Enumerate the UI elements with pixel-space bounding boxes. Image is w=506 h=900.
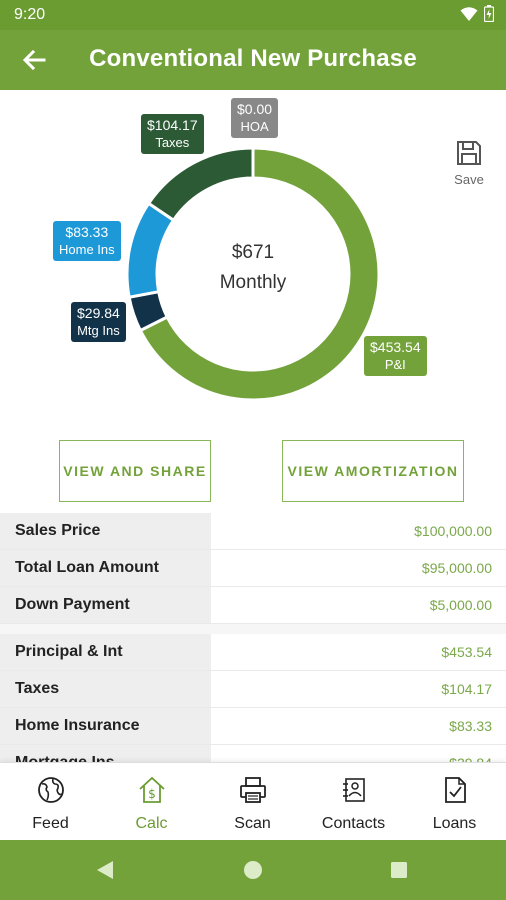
home-circle-icon[interactable]	[242, 859, 264, 881]
donut-slice-home-ins	[125, 201, 176, 299]
tag-mtg-ins-label: Mtg Ins	[77, 323, 120, 338]
battery-icon	[484, 5, 494, 22]
tag-home-ins: $83.33 Home Ins	[53, 221, 121, 261]
row-label: Total Loan Amount	[0, 550, 211, 586]
tag-pi-value: $453.54	[370, 339, 421, 355]
row-label: Sales Price	[0, 513, 211, 549]
nav-scan[interactable]: Scan	[202, 763, 303, 841]
chart-center-value: $671	[231, 242, 275, 263]
donut-slice-p-i	[138, 146, 381, 402]
tag-taxes-label: Taxes	[155, 135, 190, 150]
tag-mtg-ins-value: $29.84	[77, 305, 120, 321]
chart-center-label: Monthly	[219, 272, 287, 293]
table-row: Taxes $104.17	[0, 671, 506, 708]
row-label: Down Payment	[0, 587, 211, 623]
tag-pi-label: P&I	[384, 357, 406, 372]
nav-label: Contacts	[321, 815, 386, 832]
system-navigation-bar	[0, 840, 506, 900]
printer-icon	[239, 777, 266, 803]
table-divider	[0, 624, 506, 634]
row-label: Principal & Int	[0, 634, 211, 670]
svg-text:$: $	[148, 787, 156, 801]
loan-summary-table: Sales Price $100,000.00 Total Loan Amoun…	[0, 513, 506, 782]
status-icons	[460, 5, 494, 22]
save-label: Save	[454, 172, 484, 187]
nav-calc[interactable]: $ Calc	[101, 763, 202, 841]
payment-chart: $671 Monthly $0.00 HOA $104.17 Taxes $83…	[0, 90, 506, 430]
row-value: $104.17	[441, 681, 492, 697]
donut-chart	[125, 146, 381, 402]
table-row: Total Loan Amount $95,000.00	[0, 550, 506, 587]
nav-contacts[interactable]: Contacts	[303, 763, 404, 841]
status-bar: 9:20	[0, 0, 506, 30]
tag-taxes: $104.17 Taxes	[141, 114, 204, 154]
nav-label: Scan	[234, 815, 271, 832]
table-row: Principal & Int $453.54	[0, 634, 506, 671]
tag-mtg-ins: $29.84 Mtg Ins	[71, 302, 126, 342]
wifi-icon	[460, 6, 478, 21]
nav-loans[interactable]: Loans	[404, 763, 505, 841]
globe-icon	[37, 777, 64, 803]
row-label: Home Insurance	[0, 708, 211, 744]
nav-label: Feed	[32, 815, 69, 832]
tag-hoa: $0.00 HOA	[231, 98, 279, 138]
save-button[interactable]: Save	[448, 140, 490, 187]
view-amortization-button[interactable]: VIEW AMORTIZATION	[282, 440, 464, 502]
status-time: 9:20	[14, 6, 46, 23]
contacts-icon	[342, 778, 365, 802]
tag-hoa-label: HOA	[240, 119, 269, 134]
tag-home-ins-label: Home Ins	[59, 242, 115, 257]
tag-hoa-value: $0.00	[237, 101, 273, 117]
app-bar: Conventional New Purchase	[0, 30, 506, 90]
recents-square-icon[interactable]	[390, 861, 408, 879]
view-and-share-button[interactable]: VIEW AND SHARE	[59, 440, 211, 502]
save-icon	[457, 141, 481, 165]
home-dollar-icon: $	[138, 776, 165, 803]
document-check-icon	[444, 777, 466, 803]
tag-pi: $453.54 P&I	[364, 336, 427, 376]
row-label: Taxes	[0, 671, 211, 707]
row-value: $100,000.00	[414, 523, 492, 539]
table-row: Sales Price $100,000.00	[0, 513, 506, 550]
bottom-navigation: Feed $ Calc Scan Contacts	[0, 762, 506, 840]
tag-taxes-value: $104.17	[147, 117, 198, 133]
nav-label: Calc	[135, 815, 168, 832]
nav-feed[interactable]: Feed	[0, 763, 101, 841]
row-value: $83.33	[449, 718, 492, 734]
table-row: Down Payment $5,000.00	[0, 587, 506, 624]
row-value: $95,000.00	[421, 560, 492, 576]
donut-slice-taxes	[146, 146, 255, 223]
row-value: $5,000.00	[429, 597, 492, 613]
row-value: $453.54	[441, 644, 492, 660]
page-title: Conventional New Purchase	[89, 45, 417, 72]
nav-label: Loans	[432, 815, 477, 832]
table-row: Home Insurance $83.33	[0, 708, 506, 745]
back-arrow-icon[interactable]	[18, 44, 50, 76]
tag-home-ins-value: $83.33	[65, 224, 109, 240]
back-triangle-icon[interactable]	[94, 859, 116, 881]
